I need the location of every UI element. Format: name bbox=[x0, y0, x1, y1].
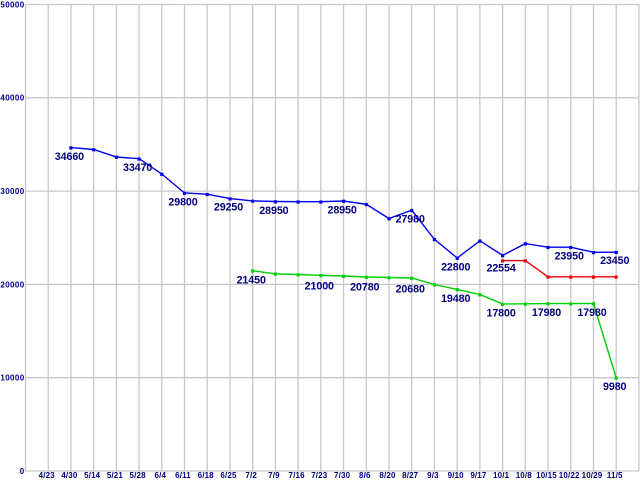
svg-text:5/28: 5/28 bbox=[130, 471, 147, 480]
svg-text:9980: 9980 bbox=[603, 381, 627, 393]
svg-text:7/30: 7/30 bbox=[334, 471, 351, 480]
svg-text:8/27: 8/27 bbox=[402, 471, 419, 480]
svg-text:33470: 33470 bbox=[123, 162, 152, 174]
svg-text:9/3: 9/3 bbox=[427, 471, 439, 480]
svg-text:0: 0 bbox=[20, 467, 25, 476]
svg-text:10000: 10000 bbox=[0, 374, 24, 383]
svg-text:6/11: 6/11 bbox=[175, 471, 191, 480]
svg-text:34660: 34660 bbox=[55, 151, 84, 163]
svg-text:22554: 22554 bbox=[486, 263, 515, 275]
svg-text:21000: 21000 bbox=[305, 280, 334, 292]
svg-text:20000: 20000 bbox=[0, 280, 24, 289]
svg-text:29800: 29800 bbox=[168, 197, 197, 209]
svg-text:10/15: 10/15 bbox=[536, 471, 557, 480]
svg-text:10/1: 10/1 bbox=[493, 471, 510, 480]
svg-text:30000: 30000 bbox=[0, 187, 24, 196]
svg-text:8/6: 8/6 bbox=[359, 471, 371, 480]
svg-text:23950: 23950 bbox=[555, 251, 584, 263]
svg-text:7/23: 7/23 bbox=[311, 471, 328, 480]
svg-text:22800: 22800 bbox=[441, 261, 470, 273]
svg-text:9/17: 9/17 bbox=[470, 471, 487, 480]
svg-text:6/25: 6/25 bbox=[220, 471, 237, 480]
svg-text:5/14: 5/14 bbox=[84, 471, 101, 480]
svg-text:17980: 17980 bbox=[532, 307, 561, 319]
svg-text:11/5: 11/5 bbox=[607, 471, 623, 480]
svg-text:27980: 27980 bbox=[396, 214, 425, 226]
svg-text:4/30: 4/30 bbox=[61, 471, 78, 480]
svg-text:6/18: 6/18 bbox=[198, 471, 215, 480]
svg-text:4/23: 4/23 bbox=[39, 471, 56, 480]
svg-text:17800: 17800 bbox=[486, 308, 515, 320]
svg-text:28950: 28950 bbox=[259, 205, 288, 217]
svg-text:7/2: 7/2 bbox=[245, 471, 257, 480]
svg-text:5/21: 5/21 bbox=[107, 471, 124, 480]
svg-text:17980: 17980 bbox=[577, 307, 606, 319]
svg-text:8/20: 8/20 bbox=[379, 471, 396, 480]
svg-text:19480: 19480 bbox=[441, 293, 470, 305]
svg-text:7/16: 7/16 bbox=[289, 471, 306, 480]
svg-text:7/9: 7/9 bbox=[268, 471, 280, 480]
svg-text:21450: 21450 bbox=[237, 274, 266, 286]
svg-text:20780: 20780 bbox=[350, 281, 379, 293]
svg-text:10/22: 10/22 bbox=[559, 471, 580, 480]
svg-text:40000: 40000 bbox=[0, 94, 24, 103]
svg-text:28950: 28950 bbox=[327, 205, 356, 217]
svg-text:29250: 29250 bbox=[214, 202, 243, 214]
svg-text:23450: 23450 bbox=[600, 255, 629, 267]
svg-text:10/29: 10/29 bbox=[582, 471, 603, 480]
svg-text:50000: 50000 bbox=[0, 0, 24, 9]
svg-text:9/10: 9/10 bbox=[448, 471, 465, 480]
svg-text:10/8: 10/8 bbox=[516, 471, 533, 480]
svg-text:6/4: 6/4 bbox=[155, 471, 167, 480]
svg-text:20680: 20680 bbox=[396, 283, 425, 295]
